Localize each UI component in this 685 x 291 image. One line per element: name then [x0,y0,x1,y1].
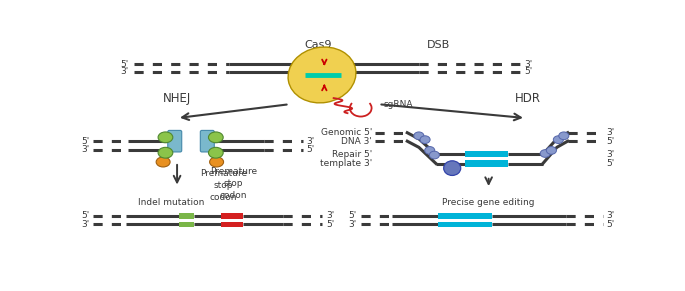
Text: 3': 3' [82,220,90,229]
Text: 5': 5' [82,137,90,146]
Ellipse shape [547,147,556,154]
Ellipse shape [425,147,435,154]
Bar [179,213,194,219]
Text: 3': 3' [606,128,614,137]
Text: 5': 5' [306,145,314,154]
Text: DSB: DSB [427,40,450,50]
Ellipse shape [553,136,563,143]
Text: 5': 5' [606,159,614,168]
Ellipse shape [414,132,424,140]
Text: 5': 5' [606,220,614,229]
Text: Precise gene editing: Precise gene editing [443,198,535,207]
Bar [221,213,243,219]
Text: 3': 3' [606,150,614,159]
Text: HDR: HDR [514,92,540,104]
Ellipse shape [208,147,223,158]
Ellipse shape [210,157,223,167]
Ellipse shape [158,147,173,158]
Ellipse shape [540,150,550,157]
Text: Genomic 5': Genomic 5' [321,128,373,137]
Text: 3': 3' [306,137,314,146]
Text: Premature
stop
codon: Premature stop codon [200,169,247,201]
Bar [465,151,508,157]
Text: sgRNA: sgRNA [384,100,414,109]
Bar [179,222,194,227]
Bar [438,222,493,227]
FancyBboxPatch shape [168,130,182,152]
Bar [221,222,243,227]
Text: 3': 3' [524,60,532,69]
Ellipse shape [158,132,173,143]
Text: template 3': template 3' [320,159,373,168]
Bar [438,213,493,219]
Ellipse shape [420,136,430,143]
Text: 5': 5' [82,211,90,220]
FancyBboxPatch shape [200,130,214,152]
Ellipse shape [559,132,569,140]
Text: 5': 5' [349,211,357,220]
Ellipse shape [288,47,356,103]
Text: 3': 3' [349,220,357,229]
Text: DNA 3': DNA 3' [342,137,373,146]
Ellipse shape [208,132,223,143]
Text: Premature
stop
codon: Premature stop codon [210,167,257,200]
Text: Repair 5': Repair 5' [332,150,373,159]
Text: NHEJ: NHEJ [163,92,191,104]
Ellipse shape [444,161,461,175]
Ellipse shape [429,151,439,159]
Text: 3': 3' [82,145,90,154]
Text: 3': 3' [121,68,129,76]
Text: 5': 5' [326,220,334,229]
Text: Cas9: Cas9 [304,40,332,50]
Text: 5': 5' [524,68,532,76]
Text: Indel mutation: Indel mutation [138,198,204,207]
Ellipse shape [156,157,170,167]
Text: 3': 3' [326,211,334,220]
Bar [465,160,508,166]
Text: 3': 3' [606,211,614,220]
Text: 5': 5' [121,60,129,69]
Text: 5': 5' [606,137,614,146]
